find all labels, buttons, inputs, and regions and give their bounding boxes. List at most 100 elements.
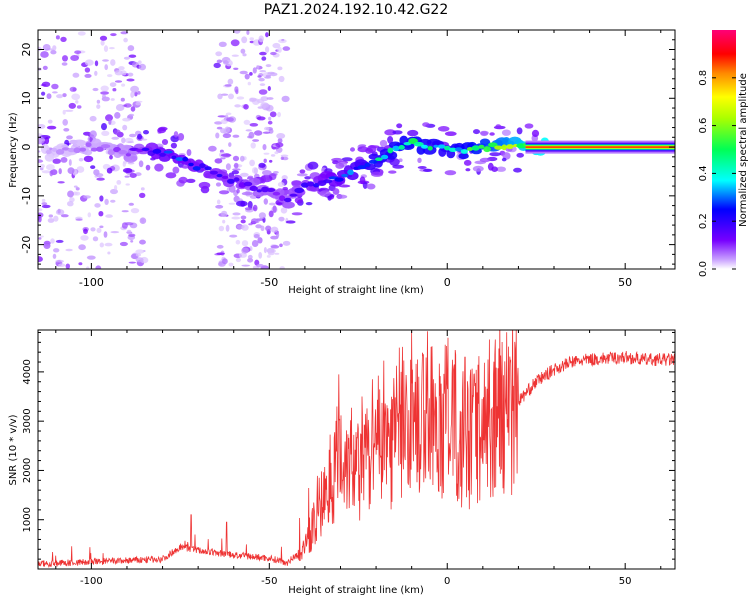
noise-speckle [218, 190, 230, 195]
noise-speckle [127, 45, 135, 52]
noise-speckle [38, 216, 42, 223]
noise-speckle [249, 123, 259, 127]
noise-speckle [279, 243, 283, 248]
ridge-core [192, 166, 201, 171]
noise-speckle [214, 158, 223, 164]
noise-speckle [379, 139, 388, 147]
snr-frame [37, 329, 676, 570]
noise-speckle [357, 146, 369, 153]
noise-speckle [57, 208, 61, 214]
noise-speckle [41, 198, 46, 203]
ridge-core [483, 146, 491, 153]
colorbar-tick-label: 0.6 [698, 118, 709, 134]
noise-speckle [137, 133, 143, 140]
snr-ticks: -100 -50 0 50 1000 2000 3000 4000 [22, 330, 675, 587]
noise-speckle [143, 130, 149, 135]
noise-speckle [84, 59, 94, 66]
noise-speckle [38, 136, 45, 145]
noise-speckle [108, 47, 115, 50]
ridge-core [216, 173, 223, 178]
noise-speckle [262, 144, 267, 151]
noise-speckle [138, 160, 144, 168]
noise-speckle [487, 162, 494, 171]
noise-speckle [84, 73, 92, 78]
noise-speckle [140, 187, 145, 191]
noise-speckle [516, 152, 524, 158]
ridge-core [199, 163, 206, 169]
y-tick-label: 10 [20, 91, 33, 105]
noise-speckle [260, 175, 266, 184]
noise-speckle [239, 70, 248, 75]
noise-speckle [113, 129, 121, 135]
noise-speckle [235, 239, 241, 245]
noise-speckle [265, 46, 270, 53]
noise-speckle [341, 157, 353, 162]
noise-speckle [217, 115, 227, 118]
noise-speckle [268, 210, 274, 218]
noise-speckle [73, 185, 78, 188]
ridge-core [159, 152, 167, 157]
noise-speckle [225, 224, 230, 232]
noise-speckle [384, 129, 397, 136]
noise-speckle [223, 60, 229, 65]
noise-speckle [225, 163, 231, 171]
noise-speckle [76, 105, 82, 109]
noise-speckle [479, 157, 491, 163]
noise-speckle [129, 173, 137, 178]
ridge-halo [282, 201, 295, 209]
y-tick-label: -20 [20, 236, 33, 254]
noise-speckle [252, 204, 258, 212]
ridge-core [284, 197, 292, 203]
ridge-core [334, 177, 344, 182]
noise-speckle [265, 64, 272, 68]
noise-speckle [105, 214, 113, 218]
noise-speckle [217, 93, 223, 100]
noise-speckle [43, 242, 51, 249]
noise-speckle [227, 78, 234, 85]
noise-speckle [39, 164, 45, 169]
noise-speckle [52, 91, 58, 94]
noise-speckle [228, 93, 234, 100]
noise-speckle [52, 45, 57, 51]
noise-speckle [48, 214, 53, 218]
ridge-core [357, 165, 367, 170]
noise-speckle [275, 142, 284, 148]
noise-speckle [236, 188, 240, 194]
ridge-core [387, 147, 394, 154]
noise-speckle [122, 124, 128, 131]
x-tick-label: -100 [80, 576, 103, 587]
ridge-halo [458, 153, 469, 160]
noise-speckle [260, 102, 270, 109]
ridge-core [182, 156, 189, 162]
colorbar-tick-label: 0.8 [698, 70, 709, 86]
ridge-core [113, 146, 121, 153]
ridge-core [204, 166, 212, 171]
noise-speckle [173, 131, 179, 138]
noise-speckle [258, 77, 265, 82]
noise-speckle [208, 145, 217, 152]
noise-speckle [259, 83, 266, 86]
noise-speckle [89, 115, 97, 122]
noise-speckle [76, 166, 85, 173]
noise-speckle [41, 91, 46, 96]
noise-speckle [253, 234, 260, 239]
noise-speckle [233, 67, 239, 71]
noise-speckle [58, 263, 66, 268]
ridge-core [368, 159, 378, 164]
noise-speckle [257, 75, 262, 78]
x-tick-label: 0 [444, 576, 450, 587]
noise-speckle [232, 168, 241, 171]
noise-speckle [123, 56, 130, 60]
noise-speckle [62, 119, 68, 126]
noise-speckle [232, 155, 240, 162]
ridge-core [79, 147, 87, 152]
noise-speckle [224, 84, 232, 87]
noise-speckle [130, 106, 136, 112]
noise-speckle [216, 252, 225, 255]
ridge-core [152, 148, 162, 154]
noise-speckle [247, 175, 254, 178]
noise-speckle [139, 192, 146, 198]
noise-speckle [277, 111, 281, 118]
noise-speckle [102, 59, 109, 62]
noise-speckle [417, 157, 422, 163]
